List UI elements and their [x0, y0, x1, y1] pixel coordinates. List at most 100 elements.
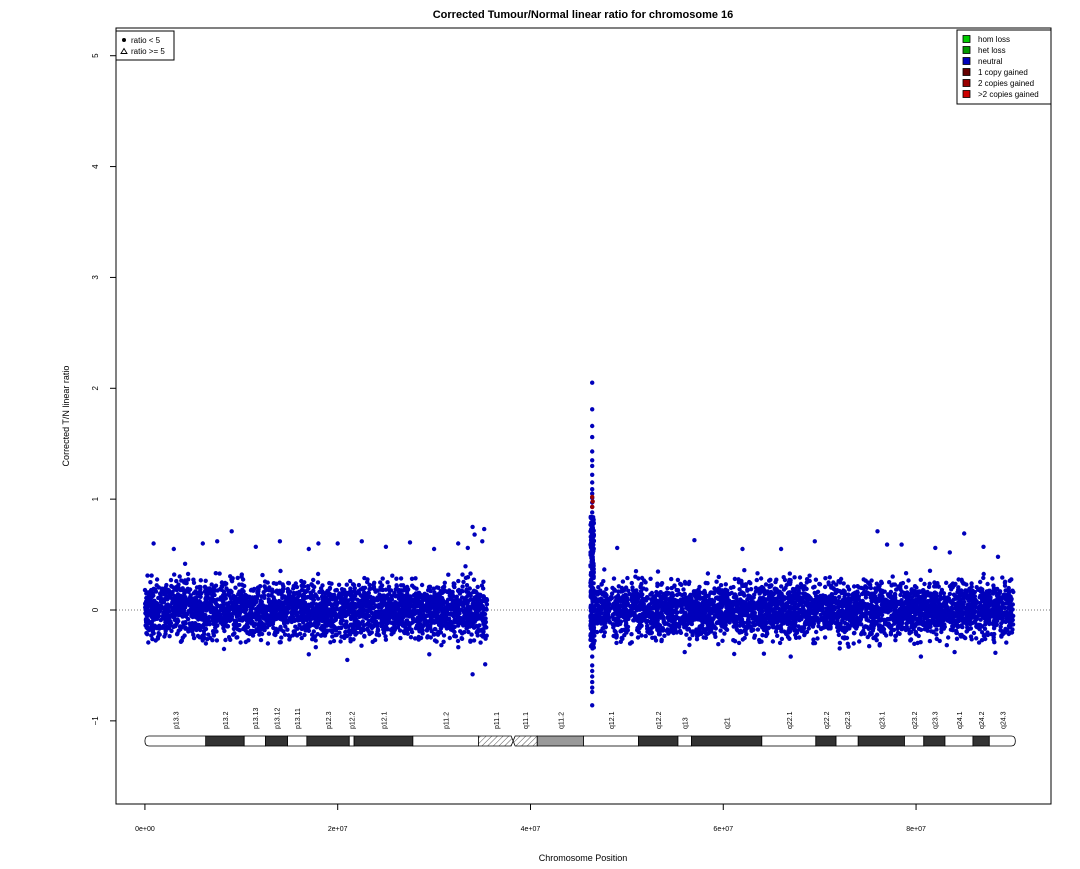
data-point-neutral	[339, 626, 343, 630]
data-point-neutral	[226, 589, 230, 593]
data-point-neutral	[460, 616, 464, 620]
data-point-neutral	[213, 600, 217, 604]
data-point-neutral	[368, 624, 372, 628]
data-point-neutral	[447, 604, 451, 608]
data-point-neutral	[811, 637, 815, 641]
data-point-neutral	[446, 598, 450, 602]
data-point-neutral	[150, 612, 154, 616]
data-point-neutral	[626, 589, 630, 593]
data-point-neutral	[166, 608, 170, 612]
data-point-neutral	[312, 584, 316, 588]
data-point-neutral	[385, 580, 389, 584]
data-point-neutral	[381, 602, 385, 606]
data-point-neutral	[919, 578, 923, 582]
data-point-neutral	[306, 627, 310, 631]
data-point-neutral	[160, 589, 164, 593]
data-point-neutral	[1004, 640, 1008, 644]
data-point-neutral	[455, 604, 459, 608]
data-point-neutral	[328, 586, 332, 590]
data-point-neutral	[267, 632, 271, 636]
data-point-neutral	[259, 594, 263, 598]
data-point-neutral	[284, 614, 288, 618]
data-point-neutral	[395, 619, 399, 623]
data-point-neutral	[439, 643, 443, 647]
data-point-neutral	[171, 625, 175, 629]
data-point-neutral	[204, 608, 208, 612]
data-point-neutral	[200, 637, 204, 641]
data-point-neutral	[144, 631, 148, 635]
data-point-neutral	[167, 634, 171, 638]
data-point-neutral	[271, 626, 275, 630]
data-point-neutral	[442, 633, 446, 637]
data-point-neutral	[236, 605, 240, 609]
data-point-neutral	[224, 582, 228, 586]
data-point-neutral	[733, 624, 737, 628]
data-point-neutral	[655, 584, 659, 588]
data-point-neutral	[155, 577, 159, 581]
data-point-neutral	[469, 593, 473, 597]
data-point-neutral	[736, 577, 740, 581]
data-point-neutral	[178, 604, 182, 608]
data-point-neutral	[471, 621, 475, 625]
data-point-neutral	[349, 617, 353, 621]
data-point-neutral	[452, 581, 456, 585]
data-point-neutral	[399, 601, 403, 605]
data-point-neutral	[240, 617, 244, 621]
data-point-neutral	[465, 612, 469, 616]
data-point-neutral	[338, 592, 342, 596]
data-point-neutral	[344, 620, 348, 624]
data-point-neutral	[467, 616, 471, 620]
data-point-neutral	[215, 609, 219, 613]
data-point-neutral	[311, 578, 315, 582]
data-point-neutral	[159, 606, 163, 610]
data-point-neutral	[838, 580, 842, 584]
data-point-neutral	[343, 633, 347, 637]
data-point-neutral	[369, 596, 373, 600]
data-point-neutral	[452, 599, 456, 603]
data-point-neutral	[456, 579, 460, 583]
data-point-neutral	[480, 583, 484, 587]
data-point-neutral	[1000, 575, 1004, 579]
data-point-neutral	[434, 604, 438, 608]
data-point-neutral	[381, 576, 385, 580]
data-point-neutral	[422, 593, 426, 597]
data-point-neutral	[252, 624, 256, 628]
data-point-neutral	[417, 609, 421, 613]
data-point-neutral	[388, 588, 392, 592]
data-point-neutral	[388, 616, 392, 620]
data-point-neutral	[294, 632, 298, 636]
data-point-neutral	[463, 601, 467, 605]
data-point-neutral	[366, 609, 370, 613]
data-point-neutral	[376, 628, 380, 632]
data-point-neutral	[338, 639, 342, 643]
data-point-neutral	[324, 604, 328, 608]
data-point-neutral	[279, 611, 283, 615]
data-point-neutral	[922, 582, 926, 586]
data-point-neutral	[229, 618, 233, 622]
data-point-neutral	[412, 585, 416, 589]
data-point-neutral	[263, 579, 267, 583]
data-point-neutral	[442, 585, 446, 589]
data-point-neutral	[630, 581, 634, 585]
data-point-neutral	[173, 618, 177, 622]
data-point-neutral	[362, 601, 366, 605]
data-point-neutral	[232, 622, 236, 626]
data-point-neutral	[367, 619, 371, 623]
data-point-neutral	[302, 633, 306, 637]
data-point-neutral	[200, 617, 204, 621]
data-point-neutral	[771, 639, 775, 643]
data-point-neutral	[193, 589, 197, 593]
data-point-neutral	[467, 607, 471, 611]
data-point-neutral	[183, 562, 187, 566]
data-point-neutral	[684, 633, 688, 637]
data-point-neutral	[381, 588, 385, 592]
data-point-neutral	[358, 602, 362, 606]
data-point-neutral	[413, 576, 417, 580]
data-point-neutral	[319, 586, 323, 590]
data-point-neutral	[250, 629, 254, 633]
data-point-neutral	[231, 633, 235, 637]
data-point-neutral	[852, 641, 856, 645]
data-point-neutral	[180, 609, 184, 613]
data-point-neutral	[397, 609, 401, 613]
data-point-neutral	[333, 588, 337, 592]
